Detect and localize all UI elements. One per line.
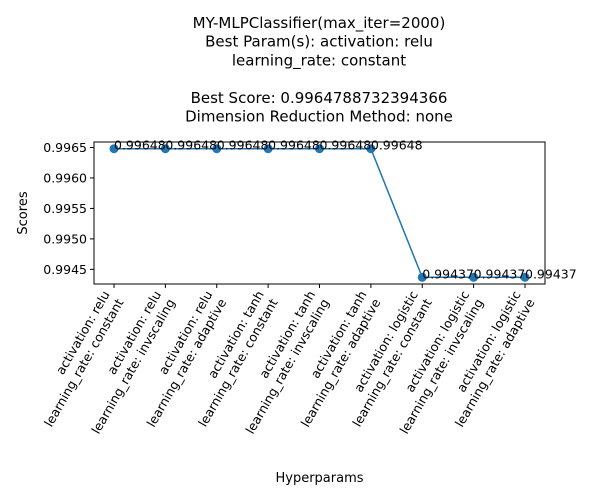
data-point-5 — [366, 144, 376, 154]
series-scores — [109, 144, 530, 282]
y-tick-label-3: 0.9960 — [43, 170, 87, 185]
data-point-1 — [160, 144, 170, 154]
chart-title-line-5: Dimension Reduction Method: none — [185, 108, 453, 126]
data-point-6 — [417, 272, 427, 282]
data-label-3: 0.99648 — [268, 138, 320, 153]
chart-title-line-4: Best Score: 0.9964788732394366 — [191, 89, 448, 107]
chart-title: MY-MLPClassifier(max_iter=2000)Best Para… — [185, 14, 453, 126]
data-point-8 — [520, 272, 530, 282]
chart-title-line-2: learning_rate: constant — [232, 51, 406, 70]
x-axis-label: Hyperparams — [275, 471, 363, 486]
data-point-7 — [469, 272, 479, 282]
series-line — [114, 147, 525, 279]
data-label-7: 0.99437 — [474, 266, 526, 281]
y-tick-label-0: 0.9945 — [43, 262, 87, 277]
data-labels: 0.99648 0.99648 0.99648 0.99648 0.99648 0.996… — [114, 138, 577, 282]
y-axis: 0.9945 0.9950 0.9955 0.9960 0.9965 — [43, 140, 94, 277]
data-label-1: 0.99648 — [165, 138, 217, 153]
y-tick-label-2: 0.9955 — [43, 201, 87, 216]
data-point-3 — [263, 144, 273, 154]
data-point-2 — [212, 144, 222, 154]
y-axis-label: Scores — [16, 191, 31, 234]
data-label-6: 0.99437 — [422, 266, 474, 281]
data-label-0: 0.99648 — [114, 138, 166, 153]
data-label-2: 0.99648 — [217, 138, 269, 153]
y-tick-label-4: 0.9965 — [43, 140, 87, 155]
y-tick-label-1: 0.9950 — [43, 231, 87, 246]
chart-title-line-0: MY-MLPClassifier(max_iter=2000) — [193, 14, 446, 33]
data-point-0 — [109, 144, 119, 154]
plot-area — [93, 141, 546, 285]
data-label-4: 0.99648 — [320, 138, 372, 153]
chart-title-line-1: Best Param(s): activation: relu — [205, 33, 433, 51]
data-label-5: 0.99648 — [371, 138, 423, 153]
data-label-8: 0.99437 — [525, 266, 577, 281]
data-point-4 — [315, 144, 324, 154]
